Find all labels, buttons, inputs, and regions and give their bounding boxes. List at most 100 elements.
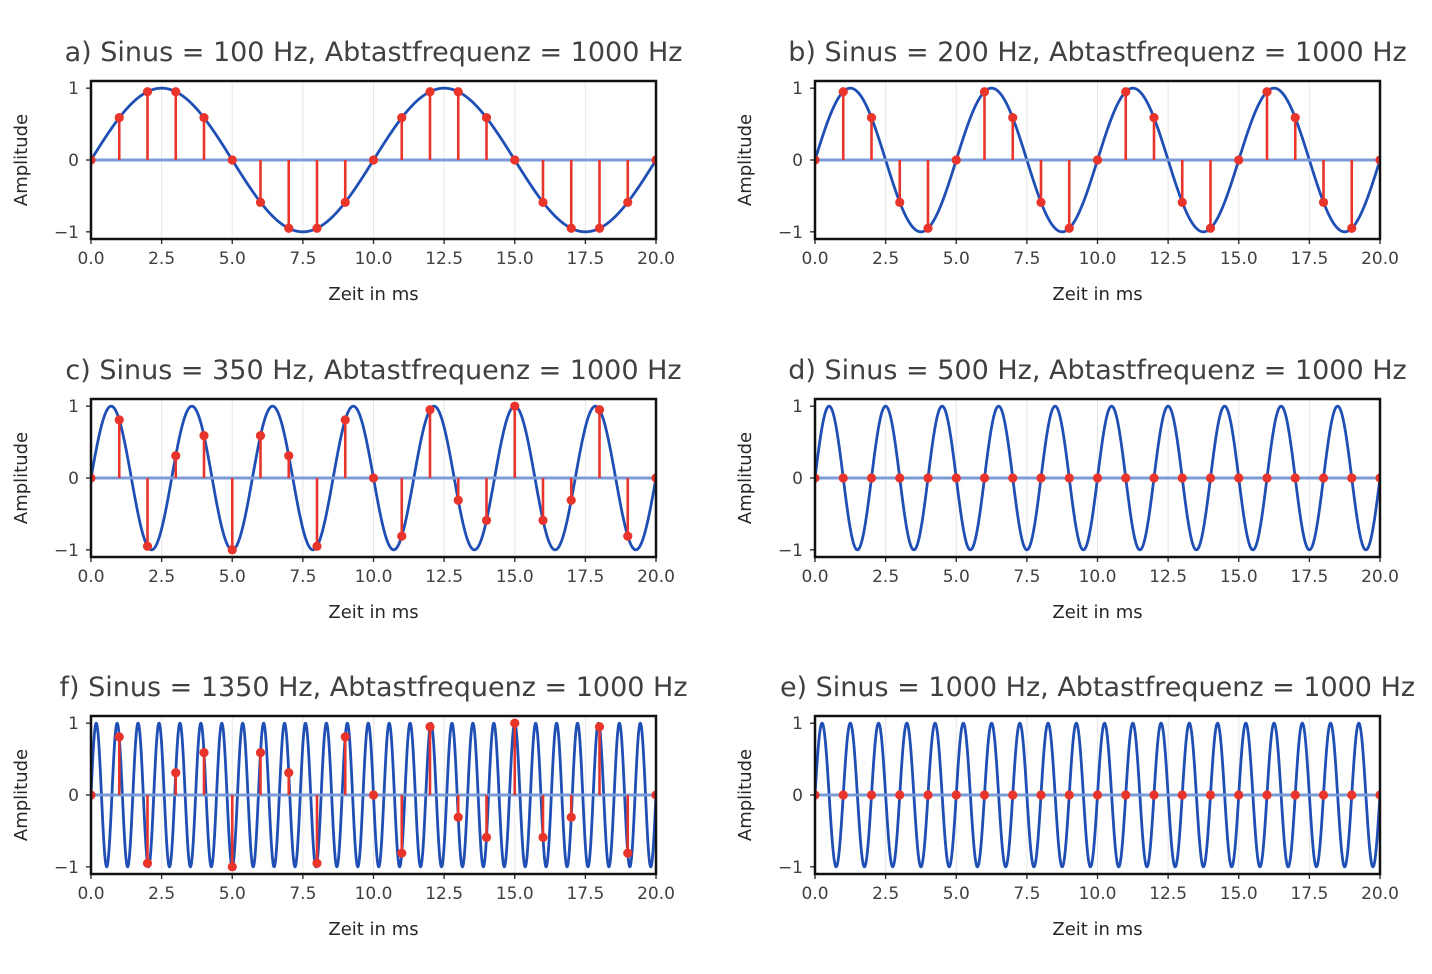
y-tick-label: −1 xyxy=(54,541,79,561)
sample-point xyxy=(340,415,350,425)
x-tick-label: 5.0 xyxy=(219,567,246,587)
x-tick-label: 10.0 xyxy=(355,567,393,587)
y-tick-label: 0 xyxy=(68,469,79,489)
axes-frame xyxy=(813,397,1382,559)
sample-point xyxy=(1177,473,1187,483)
sample-point xyxy=(951,473,961,483)
sample-point xyxy=(1290,113,1300,123)
x-tick-label: 2.5 xyxy=(872,567,899,587)
subplot-4: d) Sinus = 500 Hz, Abtastfrequenz = 1000… xyxy=(735,355,1407,623)
x-axis-label: Zeit in ms xyxy=(328,919,418,940)
sample-point xyxy=(114,732,124,742)
sample-point xyxy=(895,197,905,207)
sample-point xyxy=(566,812,576,822)
sample-point xyxy=(866,113,877,123)
sample-point xyxy=(453,87,463,97)
subplot-2: b) Sinus = 200 Hz, Abtastfrequenz = 1000… xyxy=(735,37,1407,305)
x-tick-label: 12.5 xyxy=(425,884,463,904)
sample-point xyxy=(425,87,435,97)
x-tick-label: 17.5 xyxy=(566,567,604,587)
sample-point xyxy=(1318,790,1329,800)
sample-point xyxy=(510,155,520,165)
sample-point xyxy=(171,451,181,461)
x-tick-label: 12.5 xyxy=(1149,884,1187,904)
y-axis-label: Amplitude xyxy=(735,749,756,841)
x-tick-label: 0.0 xyxy=(77,884,104,904)
sample-point xyxy=(425,405,435,415)
sample-point xyxy=(142,858,153,868)
x-tick-label: 15.0 xyxy=(496,567,534,587)
sample-point xyxy=(199,748,209,758)
sample-point xyxy=(1205,790,1216,800)
y-tick-label: 1 xyxy=(68,79,79,99)
sample-point xyxy=(312,858,322,868)
sample-point xyxy=(312,541,322,551)
y-axis-label: Amplitude xyxy=(735,432,756,524)
sample-point xyxy=(340,197,350,207)
x-axis-label: Zeit in ms xyxy=(328,284,418,305)
sample-point xyxy=(566,495,576,505)
x-tick-label: 7.5 xyxy=(289,884,316,904)
x-tick-label: 15.0 xyxy=(496,249,534,269)
x-tick-label: 7.5 xyxy=(289,567,316,587)
x-tick-label: 0.0 xyxy=(801,567,828,587)
x-tick-label: 20.0 xyxy=(637,249,675,269)
sample-point xyxy=(1149,113,1159,123)
sample-point xyxy=(1347,223,1357,233)
sample-point xyxy=(397,531,407,541)
sample-point xyxy=(368,473,379,483)
sample-point xyxy=(142,541,153,551)
sample-point xyxy=(623,197,633,207)
sample-point xyxy=(979,473,990,483)
subplot-6: e) Sinus = 1000 Hz, Abtastfrequenz = 100… xyxy=(735,672,1415,940)
sample-point xyxy=(1234,473,1244,483)
axes-frame xyxy=(89,714,658,876)
sample-point xyxy=(481,515,492,525)
x-tick-label: 15.0 xyxy=(1220,567,1258,587)
y-tick-label: 0 xyxy=(68,151,79,171)
x-tick-label: 2.5 xyxy=(148,567,175,587)
sample-point xyxy=(1121,473,1131,483)
sample-point xyxy=(368,155,379,165)
sample-point xyxy=(255,197,266,207)
sample-point xyxy=(538,832,548,842)
x-tick-label: 2.5 xyxy=(872,884,899,904)
sample-point xyxy=(227,862,237,872)
sample-point xyxy=(510,401,520,411)
y-tick-label: −1 xyxy=(778,858,803,878)
y-axis-label: Amplitude xyxy=(11,432,32,524)
y-tick-label: 1 xyxy=(792,714,803,734)
sample-point xyxy=(1121,87,1131,97)
sample-point xyxy=(199,431,209,441)
y-tick-label: 1 xyxy=(792,397,803,417)
sample-point xyxy=(838,473,848,483)
y-tick-label: 1 xyxy=(68,397,79,417)
sample-point xyxy=(1234,790,1244,800)
sample-point xyxy=(838,790,848,800)
sample-point xyxy=(114,415,124,425)
x-tick-label: 2.5 xyxy=(148,884,175,904)
x-tick-label: 0.0 xyxy=(801,249,828,269)
x-tick-label: 5.0 xyxy=(219,884,246,904)
sample-point xyxy=(1262,473,1272,483)
x-tick-label: 15.0 xyxy=(1220,249,1258,269)
sample-point xyxy=(1092,155,1103,165)
x-axis-label: Zeit in ms xyxy=(1052,284,1142,305)
sample-point xyxy=(951,155,961,165)
sample-point xyxy=(979,790,990,800)
x-axis-label: Zeit in ms xyxy=(1052,919,1142,940)
sample-point xyxy=(1092,473,1103,483)
sample-point xyxy=(1064,223,1074,233)
y-tick-label: −1 xyxy=(54,223,79,243)
x-tick-label: 5.0 xyxy=(219,249,246,269)
sample-point xyxy=(1262,87,1272,97)
sample-point xyxy=(284,223,294,233)
sample-point xyxy=(1205,223,1216,233)
sample-point xyxy=(923,473,933,483)
plot-area xyxy=(91,86,656,234)
y-tick-label: 1 xyxy=(792,79,803,99)
y-tick-label: 0 xyxy=(792,151,803,171)
sample-point xyxy=(425,722,435,732)
sample-point xyxy=(1149,473,1159,483)
